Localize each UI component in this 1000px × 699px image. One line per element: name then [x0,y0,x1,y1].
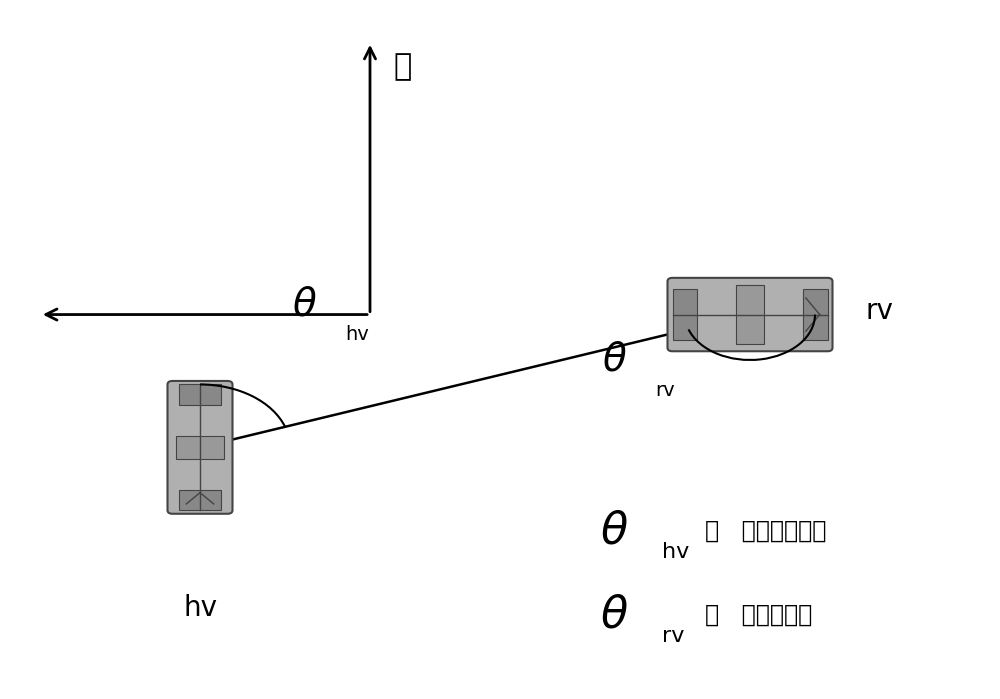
Text: rv: rv [655,381,675,400]
Text: hv: hv [345,325,369,344]
Bar [736,285,764,344]
Text: $\theta$: $\theta$ [602,341,628,379]
Text: ：   相对航向角: ： 相对航向角 [705,603,812,627]
Text: $\theta$: $\theta$ [600,593,628,637]
Text: $\theta$: $\theta$ [600,510,628,553]
Text: hv: hv [183,594,217,622]
FancyBboxPatch shape [668,278,832,351]
Text: hv: hv [662,542,689,562]
Bar [672,289,697,340]
Text: $\theta$: $\theta$ [292,285,318,323]
Bar [179,384,221,405]
Bar [803,289,828,340]
Text: rv: rv [662,626,684,646]
Text: 北: 北 [393,52,411,81]
Bar [176,436,224,459]
Bar [179,490,221,510]
Text: ：   相对方位夹角: ： 相对方位夹角 [705,519,826,543]
Text: rv: rv [865,297,893,325]
FancyBboxPatch shape [168,381,232,514]
